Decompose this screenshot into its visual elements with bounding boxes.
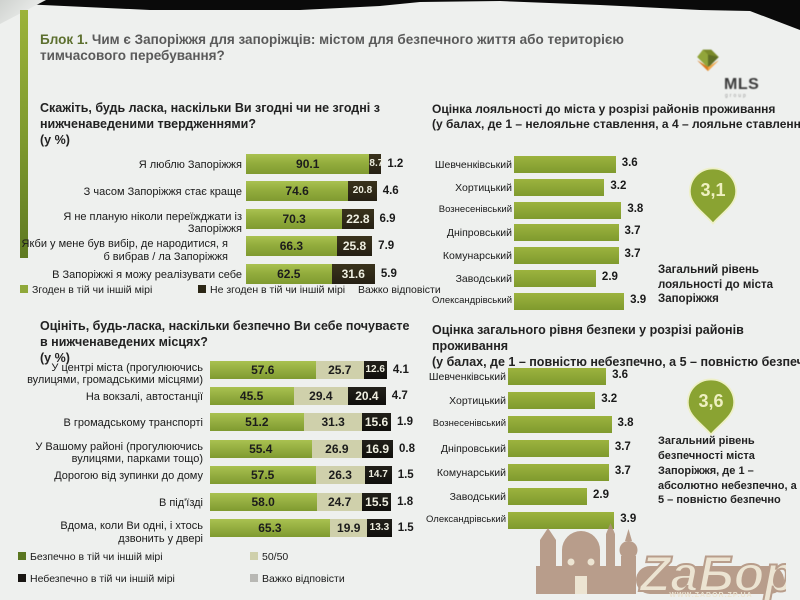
- svg-text:WWW.ZABOR.ZP.UA: WWW.ZABOR.ZP.UA: [669, 592, 752, 599]
